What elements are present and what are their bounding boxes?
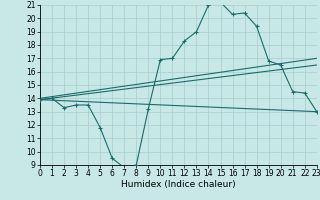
X-axis label: Humidex (Indice chaleur): Humidex (Indice chaleur)	[121, 180, 236, 189]
